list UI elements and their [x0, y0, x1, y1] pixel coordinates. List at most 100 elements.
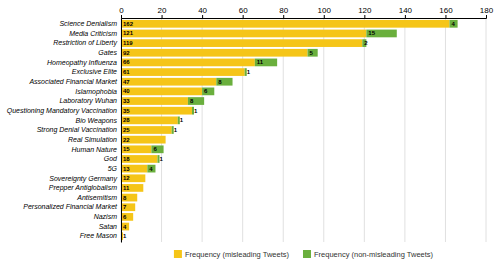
- x-tick-mark: [405, 15, 406, 18]
- y-axis: Science Denialism Media Criticism Restrict…: [7, 19, 122, 243]
- y-tick: Real Simulation: [68, 136, 121, 143]
- data-labels: 1621211199266614740333528252215181312118…: [123, 21, 456, 239]
- bar: [450, 20, 458, 28]
- grid-line: [121, 18, 122, 242]
- data-label: 1: [160, 156, 164, 162]
- data-label: 28: [123, 117, 130, 123]
- x-tick: 0: [119, 6, 124, 18]
- bar: [145, 174, 146, 182]
- data-label: 2: [364, 40, 368, 46]
- data-label: 61: [123, 69, 130, 75]
- bar: [165, 136, 166, 144]
- bar: [135, 203, 136, 211]
- y-tick-label: Nazism: [94, 213, 118, 220]
- bar: [121, 145, 151, 153]
- legend-item: Frequency (misleading Tweets): [174, 250, 290, 259]
- bar: [133, 213, 134, 221]
- x-tick: 140: [399, 6, 413, 18]
- y-tick: Human Nature: [71, 146, 121, 153]
- data-label: 4: [149, 166, 153, 172]
- data-label: 15: [368, 30, 375, 36]
- bar: [121, 126, 172, 134]
- x-tick-label: 120: [358, 6, 372, 15]
- bar: [121, 49, 308, 57]
- bar: [216, 78, 232, 86]
- y-tick-label: Satan: [99, 223, 117, 230]
- y-tick: Laboratory Wuhan: [59, 97, 121, 105]
- x-tick: 180: [480, 6, 494, 18]
- data-label: 92: [123, 50, 130, 56]
- legend-swatch: [174, 250, 182, 258]
- data-label: 6: [153, 146, 157, 152]
- x-tick-label: 40: [198, 6, 207, 15]
- data-label: 18: [123, 156, 130, 162]
- y-tick-label: Personalized Financial Market: [23, 203, 118, 210]
- x-tick-label: 20: [158, 6, 167, 15]
- bar: [121, 194, 137, 202]
- x-tick-mark: [202, 15, 203, 18]
- bars: [121, 20, 458, 240]
- bar: [121, 78, 216, 86]
- x-tick: 80: [279, 6, 288, 18]
- legend-item: Frequency (non-misleading Tweets): [303, 250, 434, 259]
- data-label: 1: [247, 69, 251, 75]
- y-tick-label: 5G: [108, 165, 118, 172]
- y-tick: Exclusive Elite: [72, 68, 121, 75]
- y-tick: Free Mason: [80, 232, 121, 239]
- bar: [121, 107, 192, 115]
- y-tick-label: Associated Financial Market: [28, 78, 118, 85]
- bar: [121, 68, 245, 76]
- bar: [121, 223, 129, 231]
- y-tick-label: Antisemitism: [76, 194, 117, 201]
- data-label: 119: [123, 40, 133, 46]
- legend-swatch: [303, 250, 311, 258]
- x-tick: 40: [198, 6, 207, 18]
- legend-label: Frequency (misleading Tweets): [185, 250, 290, 259]
- y-tick: Prepper Antiglobalism: [49, 184, 121, 192]
- data-label: 25: [123, 127, 130, 133]
- x-tick: 20: [158, 6, 167, 18]
- series: [147, 20, 457, 173]
- legend-label: Frequency (non-misleading Tweets): [314, 250, 434, 259]
- bar: [121, 116, 178, 124]
- y-tick: Media Criticism: [69, 30, 121, 37]
- y-tick-label: God: [104, 155, 118, 162]
- bar: [121, 97, 188, 105]
- bar: [188, 97, 204, 105]
- bar: [147, 165, 155, 173]
- bar: [129, 223, 130, 231]
- x-tick: 160: [439, 6, 453, 18]
- x-tick-label: 60: [239, 6, 248, 15]
- y-tick: Nazism: [94, 213, 121, 220]
- y-tick: Gates: [98, 49, 121, 56]
- y-tick: Bio Weapons: [75, 117, 121, 125]
- bar: [255, 59, 277, 67]
- x-tick: 120: [358, 6, 372, 18]
- y-tick-label: Islamophobia: [75, 88, 117, 96]
- data-label: 162: [123, 21, 134, 27]
- bar: [121, 165, 147, 173]
- grid-line: [486, 18, 487, 242]
- x-tick-label: 0: [119, 6, 124, 15]
- y-tick-label: Exclusive Elite: [72, 68, 117, 75]
- y-tick: Homeopathy Influenza: [47, 59, 121, 67]
- data-label: 6: [204, 88, 208, 94]
- bar: [121, 30, 366, 38]
- y-tick: Islamophobia: [75, 88, 121, 96]
- y-tick-label: Strong Denial Vaccination: [37, 126, 117, 134]
- y-tick-label: Science Denialism: [59, 20, 117, 27]
- y-tick-label: Restriction of Liberty: [53, 39, 117, 47]
- y-tick: Questioning Mandatory Vaccination: [7, 107, 121, 115]
- y-tick-label: Human Nature: [71, 146, 117, 153]
- y-tick-label: Media Criticism: [69, 30, 117, 37]
- bar: [121, 184, 143, 192]
- bar: [121, 20, 450, 28]
- x-tick-label: 160: [439, 6, 453, 15]
- x-tick-mark: [283, 15, 284, 18]
- bar: [121, 59, 255, 67]
- bar: [121, 155, 158, 163]
- series: [121, 20, 450, 240]
- data-label: 11: [123, 185, 130, 191]
- data-label: 66: [123, 59, 130, 65]
- x-tick-mark: [243, 15, 244, 18]
